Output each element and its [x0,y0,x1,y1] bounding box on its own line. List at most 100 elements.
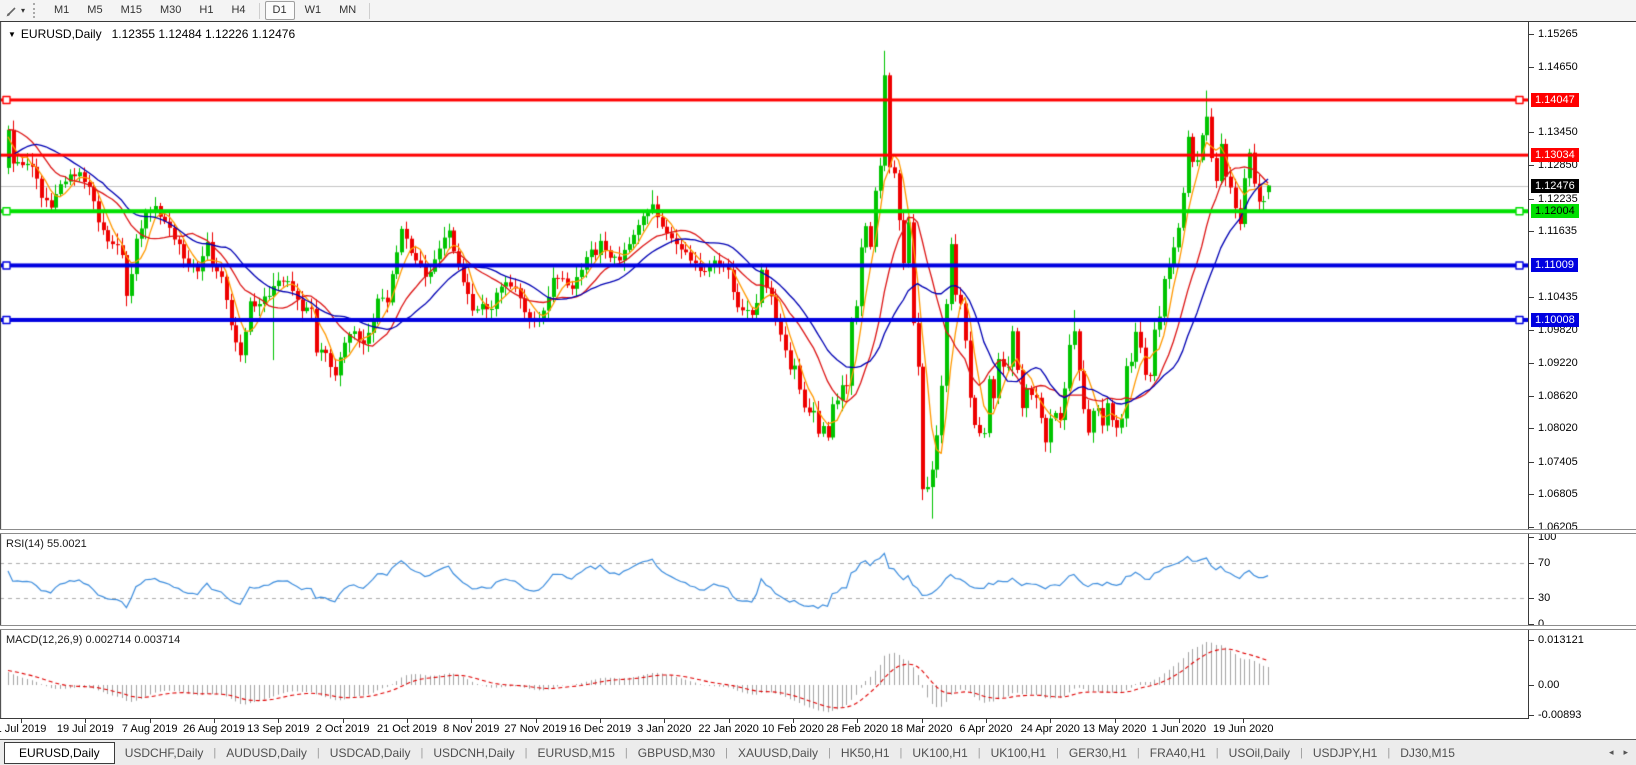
time-tick-label: 1 Jun 2020 [1151,723,1207,735]
chart-tab-audusd-daily[interactable]: AUDUSD,Daily [226,745,307,760]
tab-scroll-left-icon[interactable]: ◂ [1608,747,1614,757]
chart-symbol-label: EURUSD,Daily [20,27,102,41]
time-tick-label: 22 Jan 2020 [698,723,759,735]
toolbar: ▾ M1 M5 M15 M30 H1 H4 D1 W1 MN [0,0,1636,21]
axis-tick-mark [1529,640,1534,642]
axis-tick-mark [1529,527,1534,529]
rsi-panel-splitter[interactable] [0,529,1636,534]
chart-tab-dj30-m15[interactable]: DJ30,M15 [1400,745,1455,760]
drawing-tool-button[interactable]: ▾ [0,0,29,21]
time-tick-mark [85,719,87,723]
tab-divider: | [899,746,903,759]
chart-tab-fra40-h1[interactable]: FRA40,H1 [1149,745,1206,760]
chart-tab-usdcnh-daily[interactable]: USDCNH,Daily [433,745,515,760]
time-tick-mark [1050,719,1052,723]
price-chart-canvas[interactable] [0,22,1528,529]
chart-tab-uk100-h1[interactable]: UK100,H1 [990,745,1047,760]
axis-tick-mark [1529,198,1534,200]
axis-tick-mark [1529,563,1534,565]
axis-tick-mark [1529,132,1534,134]
timeframe-button-m1[interactable]: M1 [54,4,70,16]
hline-price-badge: 1.11009 [1531,258,1578,273]
chart-tab-ger30-h1[interactable]: GER30,H1 [1068,745,1127,760]
chart-tab-eurusd-m15[interactable]: EURUSD,M15 [537,745,615,760]
time-tick-label: 19 Jul 2019 [56,723,114,735]
axis-tick-mark [1529,296,1534,298]
axis-tick-mark [1529,67,1534,69]
hline-price-badge: 1.14047 [1531,92,1579,107]
chart-tab-usdcad-daily[interactable]: USDCAD,Daily [329,745,411,760]
timeframe-button-m15[interactable]: M15 [120,4,142,16]
axis-tick-mark [1529,597,1534,599]
time-tick-mark [213,719,215,723]
tab-divider: | [1056,746,1059,759]
time-tick-mark [471,719,473,723]
axis-tick-mark [1529,428,1534,430]
axis-tick-mark [1529,395,1534,397]
timeframe-button-w1[interactable]: W1 [304,4,322,16]
time-tick-label: 10 Feb 2020 [762,723,824,735]
time-tick-label: 8 Nov 2019 [443,723,500,735]
axis-tick-mark [1529,330,1534,332]
timeframe-button-m30[interactable]: M30 [159,4,182,16]
chart-tab-xauusd-daily[interactable]: XAUUSD,Daily [737,745,818,760]
tab-divider: | [316,746,320,759]
chart-tab-usoil-daily[interactable]: USOil,Daily [1228,745,1290,760]
axis-tick-mark [1529,231,1534,233]
time-tick-label: 2 Oct 2019 [315,723,370,735]
price-axis[interactable]: 1.15265 1.14650 1.13450 1.12850 1.12235 1.116… [1528,22,1636,721]
axis-tick-mark [1529,362,1534,364]
timeframe-button-d1[interactable]: D1 [264,1,295,20]
toolbar-separator [369,2,371,19]
tab-scroll-right-icon[interactable]: ▸ [1623,747,1628,757]
tab-divider: | [624,746,628,759]
time-tick-mark [535,719,537,723]
rsi-indicator-canvas[interactable] [0,534,1528,625]
time-tick-mark [792,719,794,723]
chart-tab-usdchf-daily[interactable]: USDCHF,Daily [124,745,204,760]
chart-tab-hk50-h1[interactable]: HK50,H1 [840,745,890,760]
time-tick-label: 13 Sep 2019 [247,723,310,735]
rsi-indicator-label: RSI(14) 55.0021 [6,538,87,550]
timeframe-button-h1[interactable]: H1 [199,4,214,16]
dropdown-caret-icon[interactable]: ▾ [21,6,26,15]
chart-tab-gbpusd-m30[interactable]: GBPUSD,M30 [637,745,716,760]
timeframe-button-m5[interactable]: M5 [87,4,103,16]
time-tick-label: 18 Mar 2020 [890,723,953,735]
tab-divider: | [1387,746,1391,759]
timeframe-button-mn[interactable]: MN [339,4,357,16]
toolbar-separator [258,2,260,19]
tab-divider: | [827,746,831,759]
time-tick-mark [1243,719,1245,723]
time-tick-label: 16 Dec 2019 [568,723,632,735]
chart-collapse-arrow-icon[interactable]: ▼ [8,30,16,39]
axis-tick-mark [1529,461,1534,463]
axis-tick-mark [1529,494,1534,496]
tab-divider: | [977,746,981,759]
chart-tab-bar: EURUSD,Daily USDCHF,Daily | AUDUSD,Daily | US… [0,739,1636,765]
axis-tick-mark [1529,685,1534,686]
macd-panel-splitter[interactable] [0,625,1636,630]
time-axis[interactable]: 1 Jul 2019 19 Jul 2019 7 Aug 2019 26 Aug 20… [0,719,1529,739]
time-tick-label: 21 Oct 2019 [377,723,437,735]
toolbar-drag-handle[interactable] [33,3,39,18]
timeframe-buttons: M1 M5 M15 M30 H1 H4 D1 W1 MN [45,1,374,20]
time-tick-label: 13 May 2020 [1082,723,1147,735]
macd-indicator-canvas[interactable] [0,630,1528,718]
time-tick-mark [342,719,344,723]
chart-tab-uk100-h1[interactable]: UK100,H1 [912,745,968,760]
axis-tick-mark [1529,715,1534,717]
tab-scroll-arrows: ◂ ▸ [1609,740,1628,765]
time-tick-mark [985,719,987,723]
time-axis-border [0,718,1529,719]
chart-tab-usdjpy-h1[interactable]: USDJPY,H1 [1312,745,1378,760]
time-tick-mark [278,719,280,723]
chart-tab-eurusd-daily[interactable]: EURUSD,Daily [4,741,115,764]
time-tick-label: 19 Jun 2020 [1212,723,1274,735]
hline-price-badge: 1.10008 [1531,312,1579,327]
time-tick-label: 24 Apr 2020 [1020,723,1080,735]
chart-title: ▼ EURUSD,Daily 1.12355 1.12484 1.12226 1.1… [8,27,295,41]
axis-tick-mark [1529,624,1534,625]
timeframe-button-h4[interactable]: H4 [231,4,246,16]
